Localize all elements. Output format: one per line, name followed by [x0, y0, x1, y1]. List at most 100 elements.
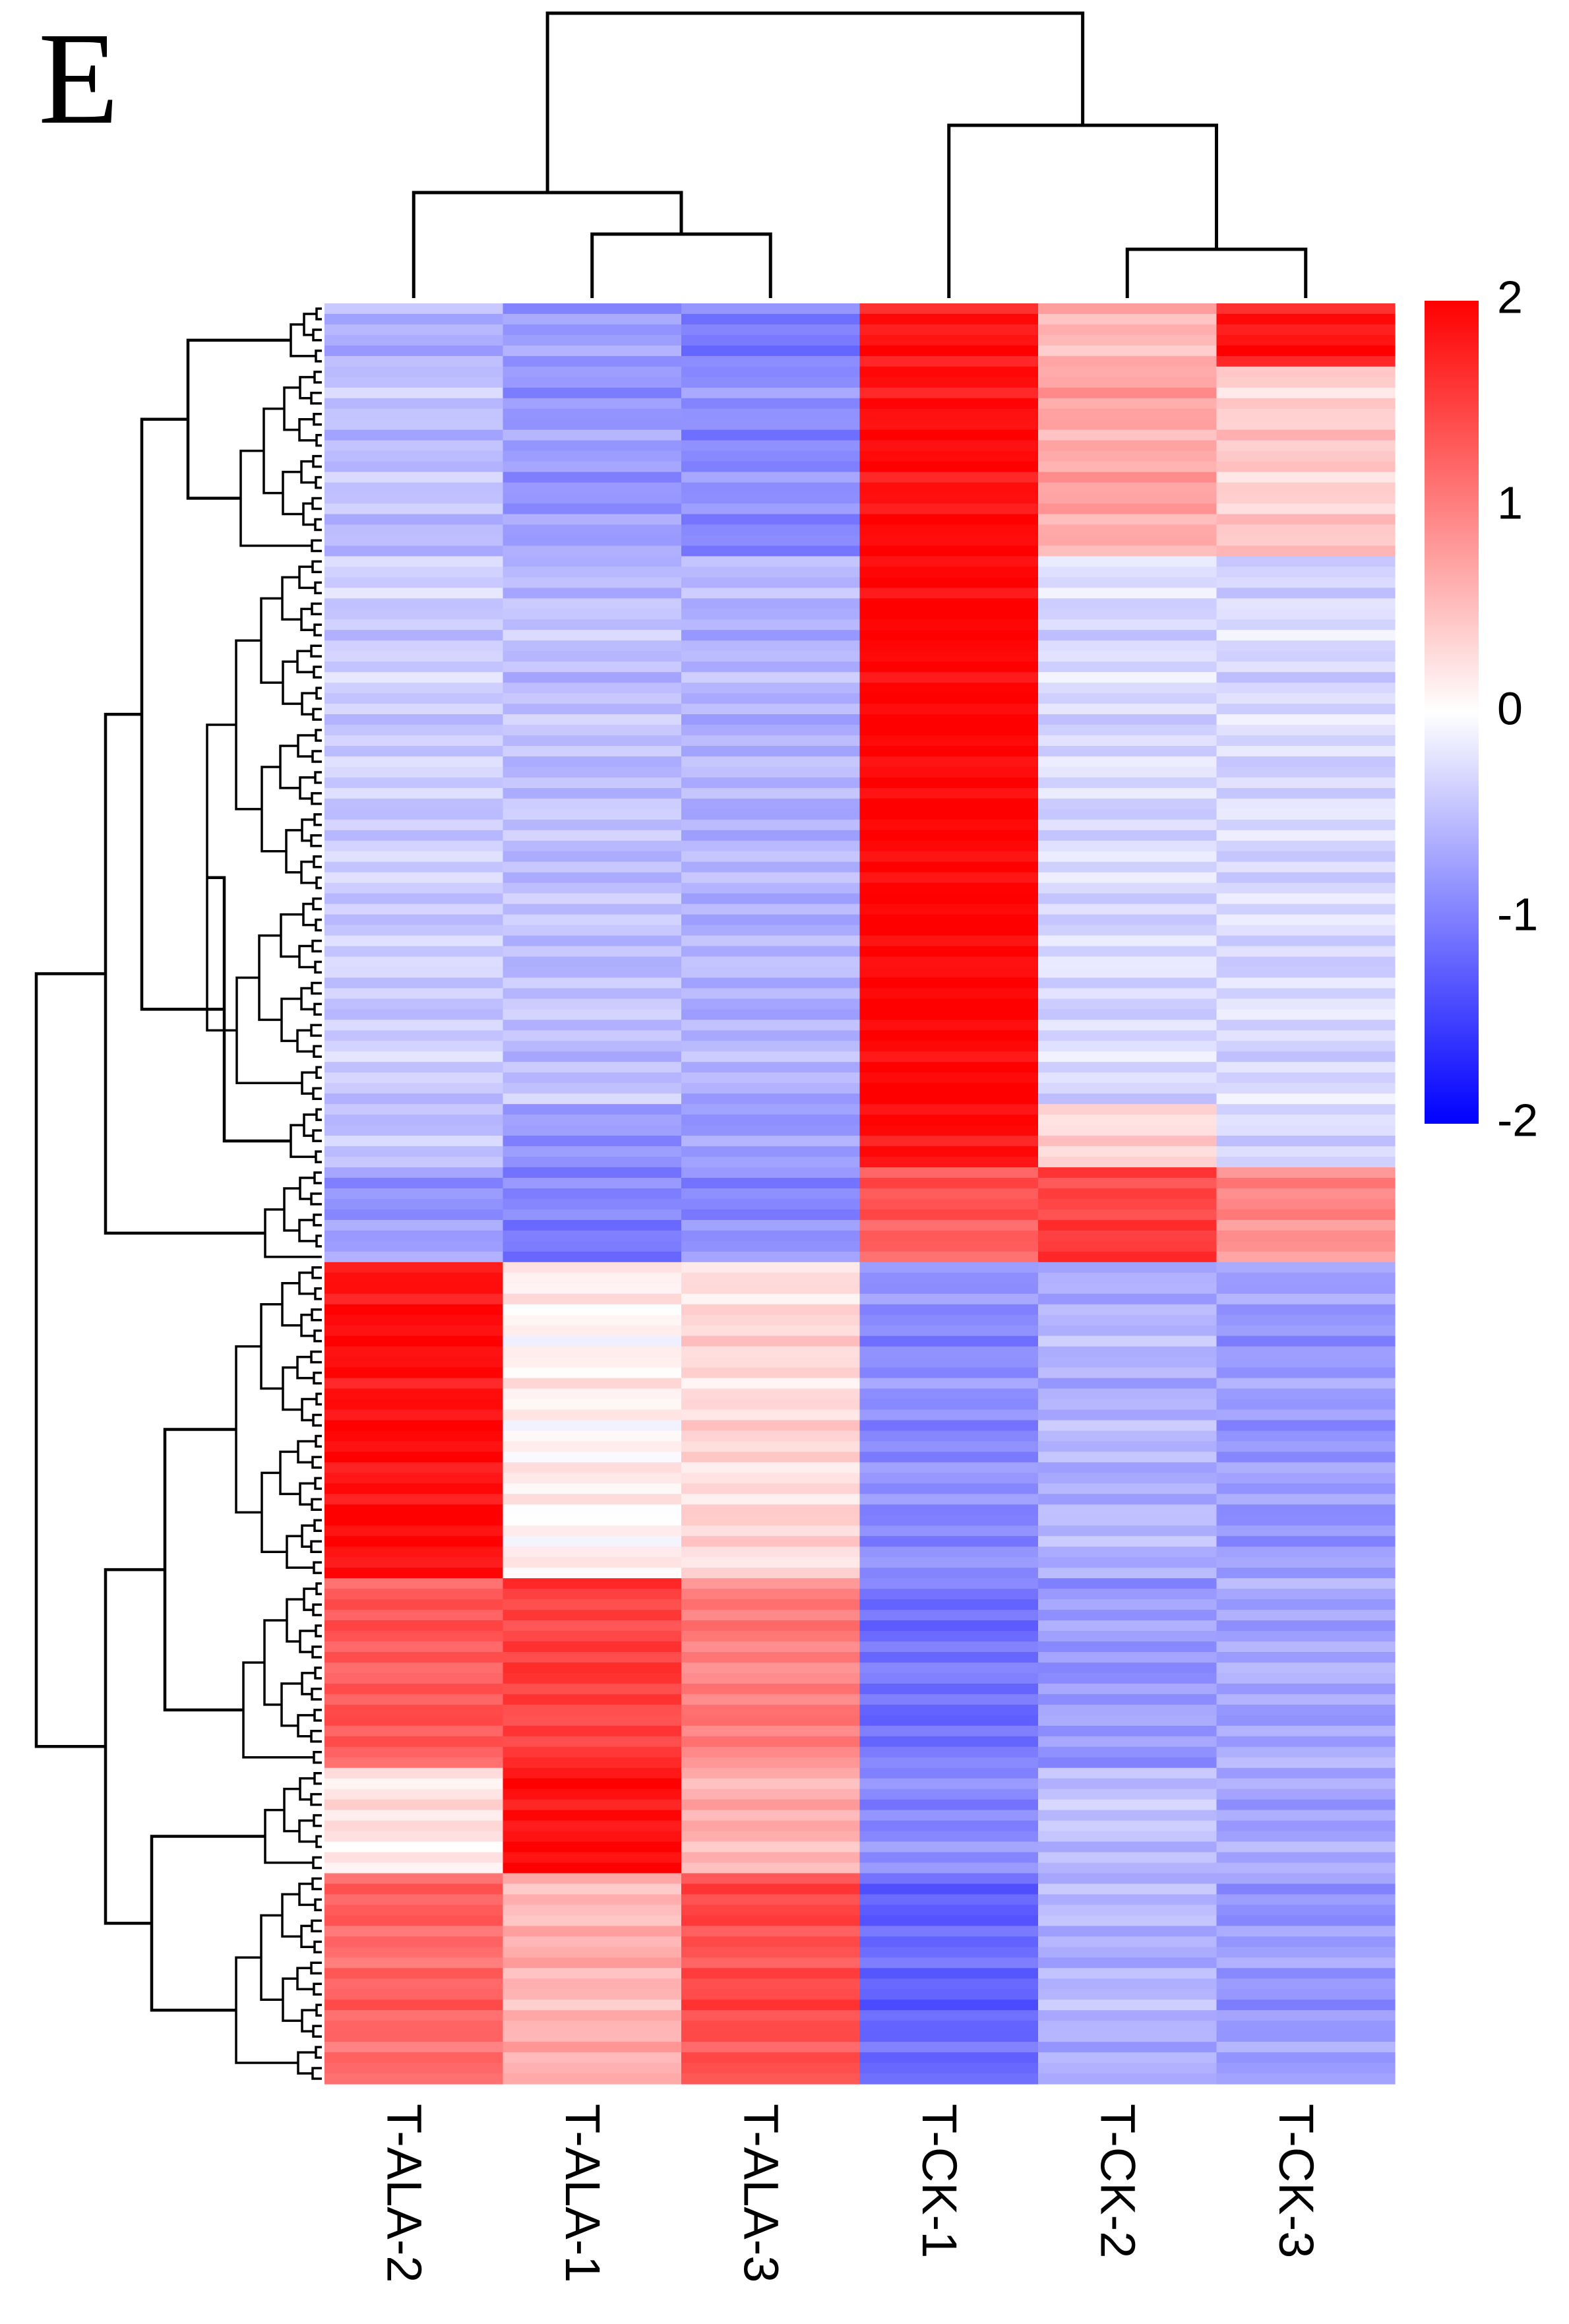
row-dendrogram-link [315, 307, 322, 321]
heatmap-cell [859, 398, 1039, 410]
heatmap-cell [859, 756, 1039, 768]
heatmap-cell [1038, 809, 1217, 820]
heatmap-cell [681, 967, 861, 979]
row-dendrogram-link [311, 497, 322, 510]
heatmap-cell [859, 851, 1039, 863]
heatmap-cell [1216, 2042, 1396, 2053]
row-dendrogram-link [311, 1266, 322, 1279]
heatmap-cell [681, 1641, 861, 1653]
heatmap-cell [1038, 1683, 1217, 1695]
heatmap-cell [859, 1146, 1039, 1157]
heatmap-cell [859, 988, 1039, 1000]
heatmap-cell [681, 1568, 861, 1579]
heatmap-cell [1038, 1651, 1217, 1663]
row-dendrogram-link [312, 1413, 322, 1427]
heatmap-cell [681, 1820, 861, 1832]
heatmap-cell [324, 777, 504, 789]
heatmap-cell [324, 387, 504, 399]
row-dendrogram-link [263, 1619, 287, 1706]
heatmap-cell [1216, 2021, 1396, 2032]
heatmap-cell [1038, 1862, 1217, 1874]
heatmap-cell [1038, 1452, 1217, 1463]
heatmap-cell [324, 493, 504, 505]
heatmap-cell [1038, 1589, 1217, 1600]
heatmap-cell [1216, 324, 1396, 336]
heatmap-cell [503, 2021, 682, 2032]
heatmap-cell [1216, 566, 1396, 578]
heatmap-cell [324, 1240, 504, 1252]
heatmap-cell [681, 366, 861, 378]
heatmap-cell [324, 1767, 504, 1779]
heatmap-cell [503, 977, 682, 989]
heatmap-cell [681, 1367, 861, 1379]
heatmap-cell [1216, 1009, 1396, 1020]
row-dendrogram-link [260, 597, 283, 684]
heatmap-cell [681, 1778, 861, 1790]
heatmap-cell [859, 450, 1039, 462]
heatmap-cell [681, 914, 861, 926]
heatmap-cell [503, 1862, 682, 1874]
heatmap-cell [324, 1694, 504, 1705]
row-dendrogram-link [315, 475, 322, 489]
heatmap-cell [503, 672, 682, 683]
heatmap-cell [1216, 1947, 1396, 1958]
heatmap-cell [681, 840, 861, 852]
heatmap-cell [1038, 1852, 1217, 1864]
heatmap-cell [681, 851, 861, 863]
heatmap-cell [1038, 1725, 1217, 1737]
heatmap-cell [1216, 893, 1396, 905]
heatmap-cell [503, 514, 682, 526]
heatmap-cell [324, 1725, 504, 1737]
heatmap-cell [1038, 2073, 1217, 2085]
heatmap-cell [681, 1894, 861, 1906]
heatmap-cell [1216, 1831, 1396, 1843]
heatmap-cell [1216, 830, 1396, 841]
heatmap-cell [503, 766, 682, 778]
heatmap-cell [1216, 1367, 1396, 1379]
heatmap-cell [324, 1546, 504, 1558]
heatmap-cell [1216, 1620, 1396, 1632]
heatmap-cell [1216, 777, 1396, 789]
heatmap-cells [324, 303, 1396, 2085]
heatmap-cell [503, 355, 682, 367]
heatmap-cell [324, 1335, 504, 1347]
heatmap-cell [859, 1504, 1039, 1515]
heatmap-cell [503, 1873, 682, 1885]
row-dendrogram-link [311, 981, 322, 995]
row-dendrogram-link [315, 687, 322, 700]
heatmap-cell [681, 1262, 861, 1273]
heatmap-cell [1216, 819, 1396, 831]
heatmap-cell [1038, 1030, 1217, 1041]
heatmap-cell [503, 914, 682, 926]
heatmap-cell [503, 1388, 682, 1400]
heatmap-cell [859, 588, 1039, 599]
heatmap-cell [681, 1704, 861, 1716]
heatmap-cell [503, 1515, 682, 1526]
row-dendrogram-link [310, 834, 322, 847]
heatmap-cell [503, 1504, 682, 1515]
heatmap-cell [1216, 1020, 1396, 1031]
heatmap-cell [681, 1357, 861, 1368]
heatmap-cell [681, 408, 861, 420]
heatmap-cell [859, 1357, 1039, 1368]
heatmap-cell [503, 1725, 682, 1737]
row-dendrogram-link [312, 454, 322, 468]
heatmap-cell [859, 1388, 1039, 1400]
row-dendrogram-link [283, 386, 300, 431]
heatmap-cell [681, 545, 861, 557]
heatmap-cell [681, 503, 861, 515]
heatmap-cell [1216, 1515, 1396, 1526]
heatmap-cell [681, 640, 861, 652]
heatmap-cell [503, 851, 682, 863]
heatmap-cell [1038, 630, 1217, 641]
row-dendrogram-link [313, 855, 322, 869]
heatmap-cell [1216, 988, 1396, 1000]
heatmap-cell [681, 419, 861, 431]
heatmap-cell [859, 1167, 1039, 1178]
heatmap-cell [324, 1325, 504, 1337]
heatmap-cell [1038, 1778, 1217, 1790]
heatmap-cell [324, 683, 504, 694]
heatmap-cell [1216, 1346, 1396, 1358]
row-dendrogram-link [311, 939, 322, 953]
